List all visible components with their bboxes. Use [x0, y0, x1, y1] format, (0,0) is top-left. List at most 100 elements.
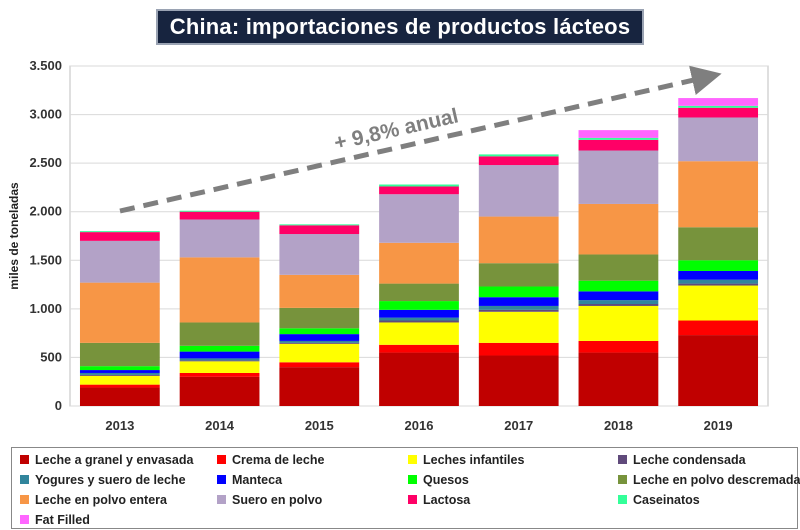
- bar-segment: [379, 184, 459, 187]
- legend-swatch: [20, 455, 29, 464]
- y-tick-label: 1.500: [29, 252, 62, 267]
- bar-segment: [678, 260, 759, 271]
- bar-segment: [279, 234, 360, 275]
- bar-segment: [578, 150, 659, 204]
- bar-segment: [379, 283, 459, 302]
- bar-segment: [179, 257, 260, 323]
- bar-segment: [578, 280, 659, 292]
- bar-segment: [179, 211, 260, 220]
- bar-segment: [379, 194, 459, 243]
- legend-item: Leche en polvo entera: [20, 490, 167, 509]
- legend-swatch: [20, 495, 29, 504]
- bar-segment: [79, 375, 160, 385]
- bar-segment: [478, 297, 559, 306]
- legend-label: Leche en polvo descremada: [633, 472, 800, 487]
- bar-segment: [678, 279, 759, 284]
- legend-label: Leche en polvo entera: [35, 492, 167, 507]
- bar-segment: [379, 320, 459, 323]
- bar-segment: [478, 309, 559, 312]
- legend-item: Yogures y suero de leche: [20, 470, 186, 489]
- bar-segment: [279, 334, 360, 341]
- legend-label: Leche condensada: [633, 452, 746, 467]
- bar-segment: [478, 305, 559, 310]
- bar-segment: [478, 263, 559, 287]
- bar-segment: [578, 340, 659, 353]
- y-tick-label: 0: [55, 398, 62, 413]
- bar-segment: [578, 137, 659, 140]
- bar-segment: [79, 342, 160, 367]
- bar-segment: [678, 105, 759, 108]
- bar-segment: [279, 367, 360, 406]
- bar-segment: [678, 161, 759, 228]
- x-tick-label: 2013: [105, 418, 134, 433]
- legend-swatch: [408, 475, 417, 484]
- legend-swatch: [408, 455, 417, 464]
- bar-segment: [279, 362, 360, 368]
- legend-label: Fat Filled: [35, 512, 90, 527]
- bar-segment: [678, 107, 759, 118]
- legend-swatch: [217, 495, 226, 504]
- y-tick-label: 3.000: [29, 107, 62, 122]
- bar-segment: [79, 240, 160, 283]
- bar-segment: [578, 130, 659, 138]
- bar-segment: [578, 254, 659, 281]
- bar-segment: [678, 283, 759, 286]
- legend-item: Manteca: [217, 470, 282, 489]
- bar-segment: [179, 361, 260, 373]
- bar-segment: [79, 231, 160, 233]
- legend-swatch: [20, 475, 29, 484]
- bar-segment: [279, 343, 360, 363]
- bar-segment: [678, 335, 759, 406]
- legend-item: Leches infantiles: [408, 450, 524, 469]
- bar-segment: [279, 224, 360, 226]
- bar-segment: [79, 366, 160, 371]
- bar-segment: [279, 225, 360, 235]
- bar-segment: [279, 307, 360, 329]
- bar-segment: [578, 203, 659, 255]
- stacked-bar-chart: 0 500 1.000 1.500 2.000 2.500 3.000 3.500 miles …: [7, 58, 769, 433]
- bar-segment: [379, 352, 459, 406]
- legend-label: Leche a granel y envasada: [35, 452, 194, 467]
- legend-item: Leche condensada: [618, 450, 746, 469]
- bar-segment: [478, 286, 559, 298]
- x-tick-label: 2019: [704, 418, 733, 433]
- bar-segment: [79, 374, 160, 376]
- x-tick-label: 2016: [405, 418, 434, 433]
- y-axis-label: miles de toneladas: [7, 182, 21, 290]
- bar-segment: [179, 351, 260, 359]
- chart-title: China: importaciones de productos lácteo…: [156, 9, 644, 45]
- legend-item: Leche en polvo descremada: [618, 470, 800, 489]
- legend-item: Crema de leche: [217, 450, 324, 469]
- bar-segment: [678, 117, 759, 162]
- y-tick-label: 500: [40, 349, 62, 364]
- bar-segment: [179, 322, 260, 346]
- y-tick-label: 1.000: [29, 301, 62, 316]
- bar-segment: [478, 342, 559, 356]
- legend-label: Suero en polvo: [232, 492, 323, 507]
- bar-segment: [478, 216, 559, 264]
- bar-segment: [179, 219, 260, 258]
- bar-segment: [179, 376, 260, 406]
- legend-label: Leches infantiles: [423, 452, 525, 467]
- legend-swatch: [618, 475, 627, 484]
- legend-swatch: [217, 475, 226, 484]
- bar-segment: [578, 139, 659, 151]
- legend-item: Lactosa: [408, 490, 470, 509]
- bar-segment: [578, 305, 659, 341]
- legend-item: Caseinatos: [618, 490, 700, 509]
- bars-layer: [79, 98, 759, 406]
- bar-segment: [279, 342, 360, 344]
- bar-segment: [678, 285, 759, 321]
- legend-item: Fat Filled: [20, 510, 90, 529]
- legend-label: Lactosa: [423, 492, 471, 507]
- bar-segment: [379, 317, 459, 321]
- legend-label: Quesos: [423, 472, 469, 487]
- bar-segment: [279, 328, 360, 335]
- bar-segment: [578, 304, 659, 306]
- bar-segment: [678, 227, 759, 261]
- bar-segment: [79, 370, 160, 373]
- y-tick-label: 2.500: [29, 155, 62, 170]
- legend-swatch: [408, 495, 417, 504]
- bar-segment: [379, 322, 459, 345]
- bar-segment: [179, 345, 260, 352]
